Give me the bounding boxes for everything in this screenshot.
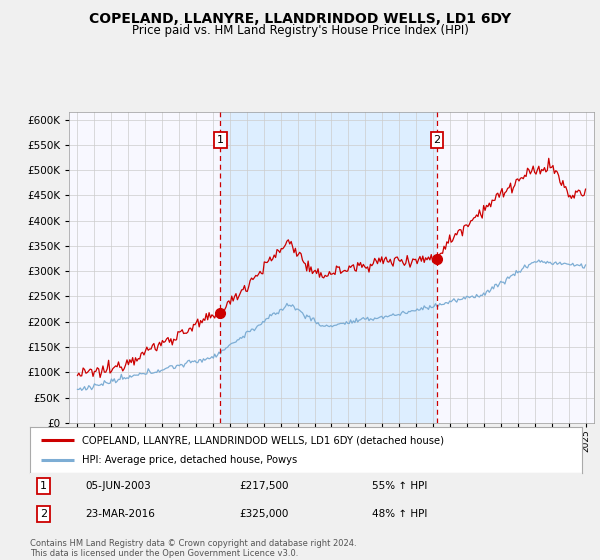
Text: Contains HM Land Registry data © Crown copyright and database right 2024.
This d: Contains HM Land Registry data © Crown c… [30, 539, 356, 558]
Text: 2: 2 [40, 509, 47, 519]
Text: COPELAND, LLANYRE, LLANDRINDOD WELLS, LD1 6DY (detached house): COPELAND, LLANYRE, LLANDRINDOD WELLS, LD… [82, 435, 445, 445]
Text: 23-MAR-2016: 23-MAR-2016 [85, 509, 155, 519]
Text: 2: 2 [433, 135, 440, 145]
Text: 55% ↑ HPI: 55% ↑ HPI [372, 481, 428, 491]
Text: 1: 1 [217, 135, 224, 145]
Text: 05-JUN-2003: 05-JUN-2003 [85, 481, 151, 491]
Text: £325,000: £325,000 [240, 509, 289, 519]
Text: 1: 1 [40, 481, 47, 491]
Text: 48% ↑ HPI: 48% ↑ HPI [372, 509, 428, 519]
Bar [220, 112, 437, 423]
Text: COPELAND, LLANYRE, LLANDRINDOD WELLS, LD1 6DY: COPELAND, LLANYRE, LLANDRINDOD WELLS, LD… [89, 12, 511, 26]
Text: HPI: Average price, detached house, Powys: HPI: Average price, detached house, Powy… [82, 455, 298, 465]
Text: £217,500: £217,500 [240, 481, 289, 491]
Text: Price paid vs. HM Land Registry's House Price Index (HPI): Price paid vs. HM Land Registry's House … [131, 24, 469, 37]
